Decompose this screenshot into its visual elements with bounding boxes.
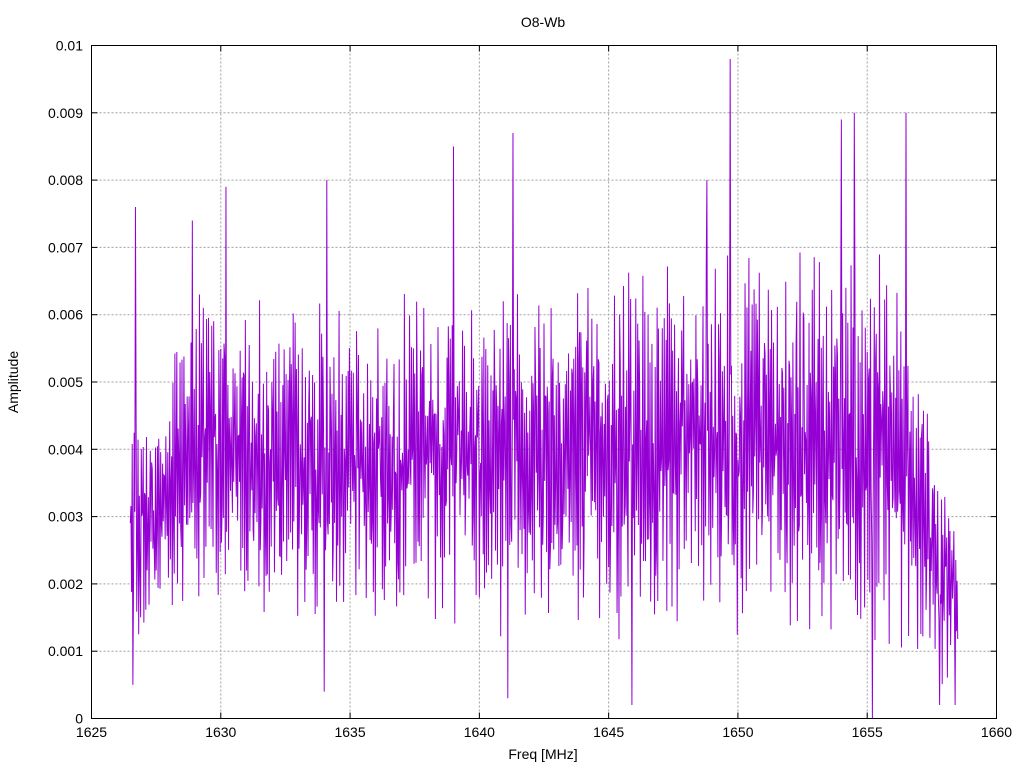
y-tick-label: 0.007: [48, 239, 83, 255]
y-tick-label: 0.01: [56, 38, 83, 54]
x-tick-label: 1625: [76, 724, 107, 740]
series-layer: [129, 58, 959, 719]
y-axis-label: Amplitude: [5, 351, 21, 413]
x-tick-label: 1645: [593, 724, 624, 740]
y-tick-label: 0: [75, 711, 83, 727]
ticks: 1625 1630 1635 1640 1645 1650 1655 1660 0 0.001 0.…: [48, 38, 1012, 741]
y-tick-label: 0.006: [48, 307, 83, 323]
y-tick-label: 0.004: [48, 441, 83, 457]
y-tick-label: 0.005: [48, 374, 83, 390]
x-tick-label: 1630: [205, 724, 236, 740]
chart-title: O8-Wb: [521, 14, 566, 30]
y-tick-label: 0.008: [48, 172, 83, 188]
x-tick-label: 1635: [334, 724, 365, 740]
x-tick-label: 1640: [464, 724, 495, 740]
series-line: [129, 58, 959, 719]
y-tick-label: 0.003: [48, 509, 83, 525]
y-tick-label: 0.009: [48, 105, 83, 121]
y-tick-label: 0.001: [48, 643, 83, 659]
x-tick-label: 1650: [722, 724, 753, 740]
x-axis-label: Freq [MHz]: [508, 746, 577, 762]
y-tick-label: 0.002: [48, 576, 83, 592]
x-tick-label: 1660: [981, 724, 1012, 740]
x-tick-label: 1655: [852, 724, 883, 740]
